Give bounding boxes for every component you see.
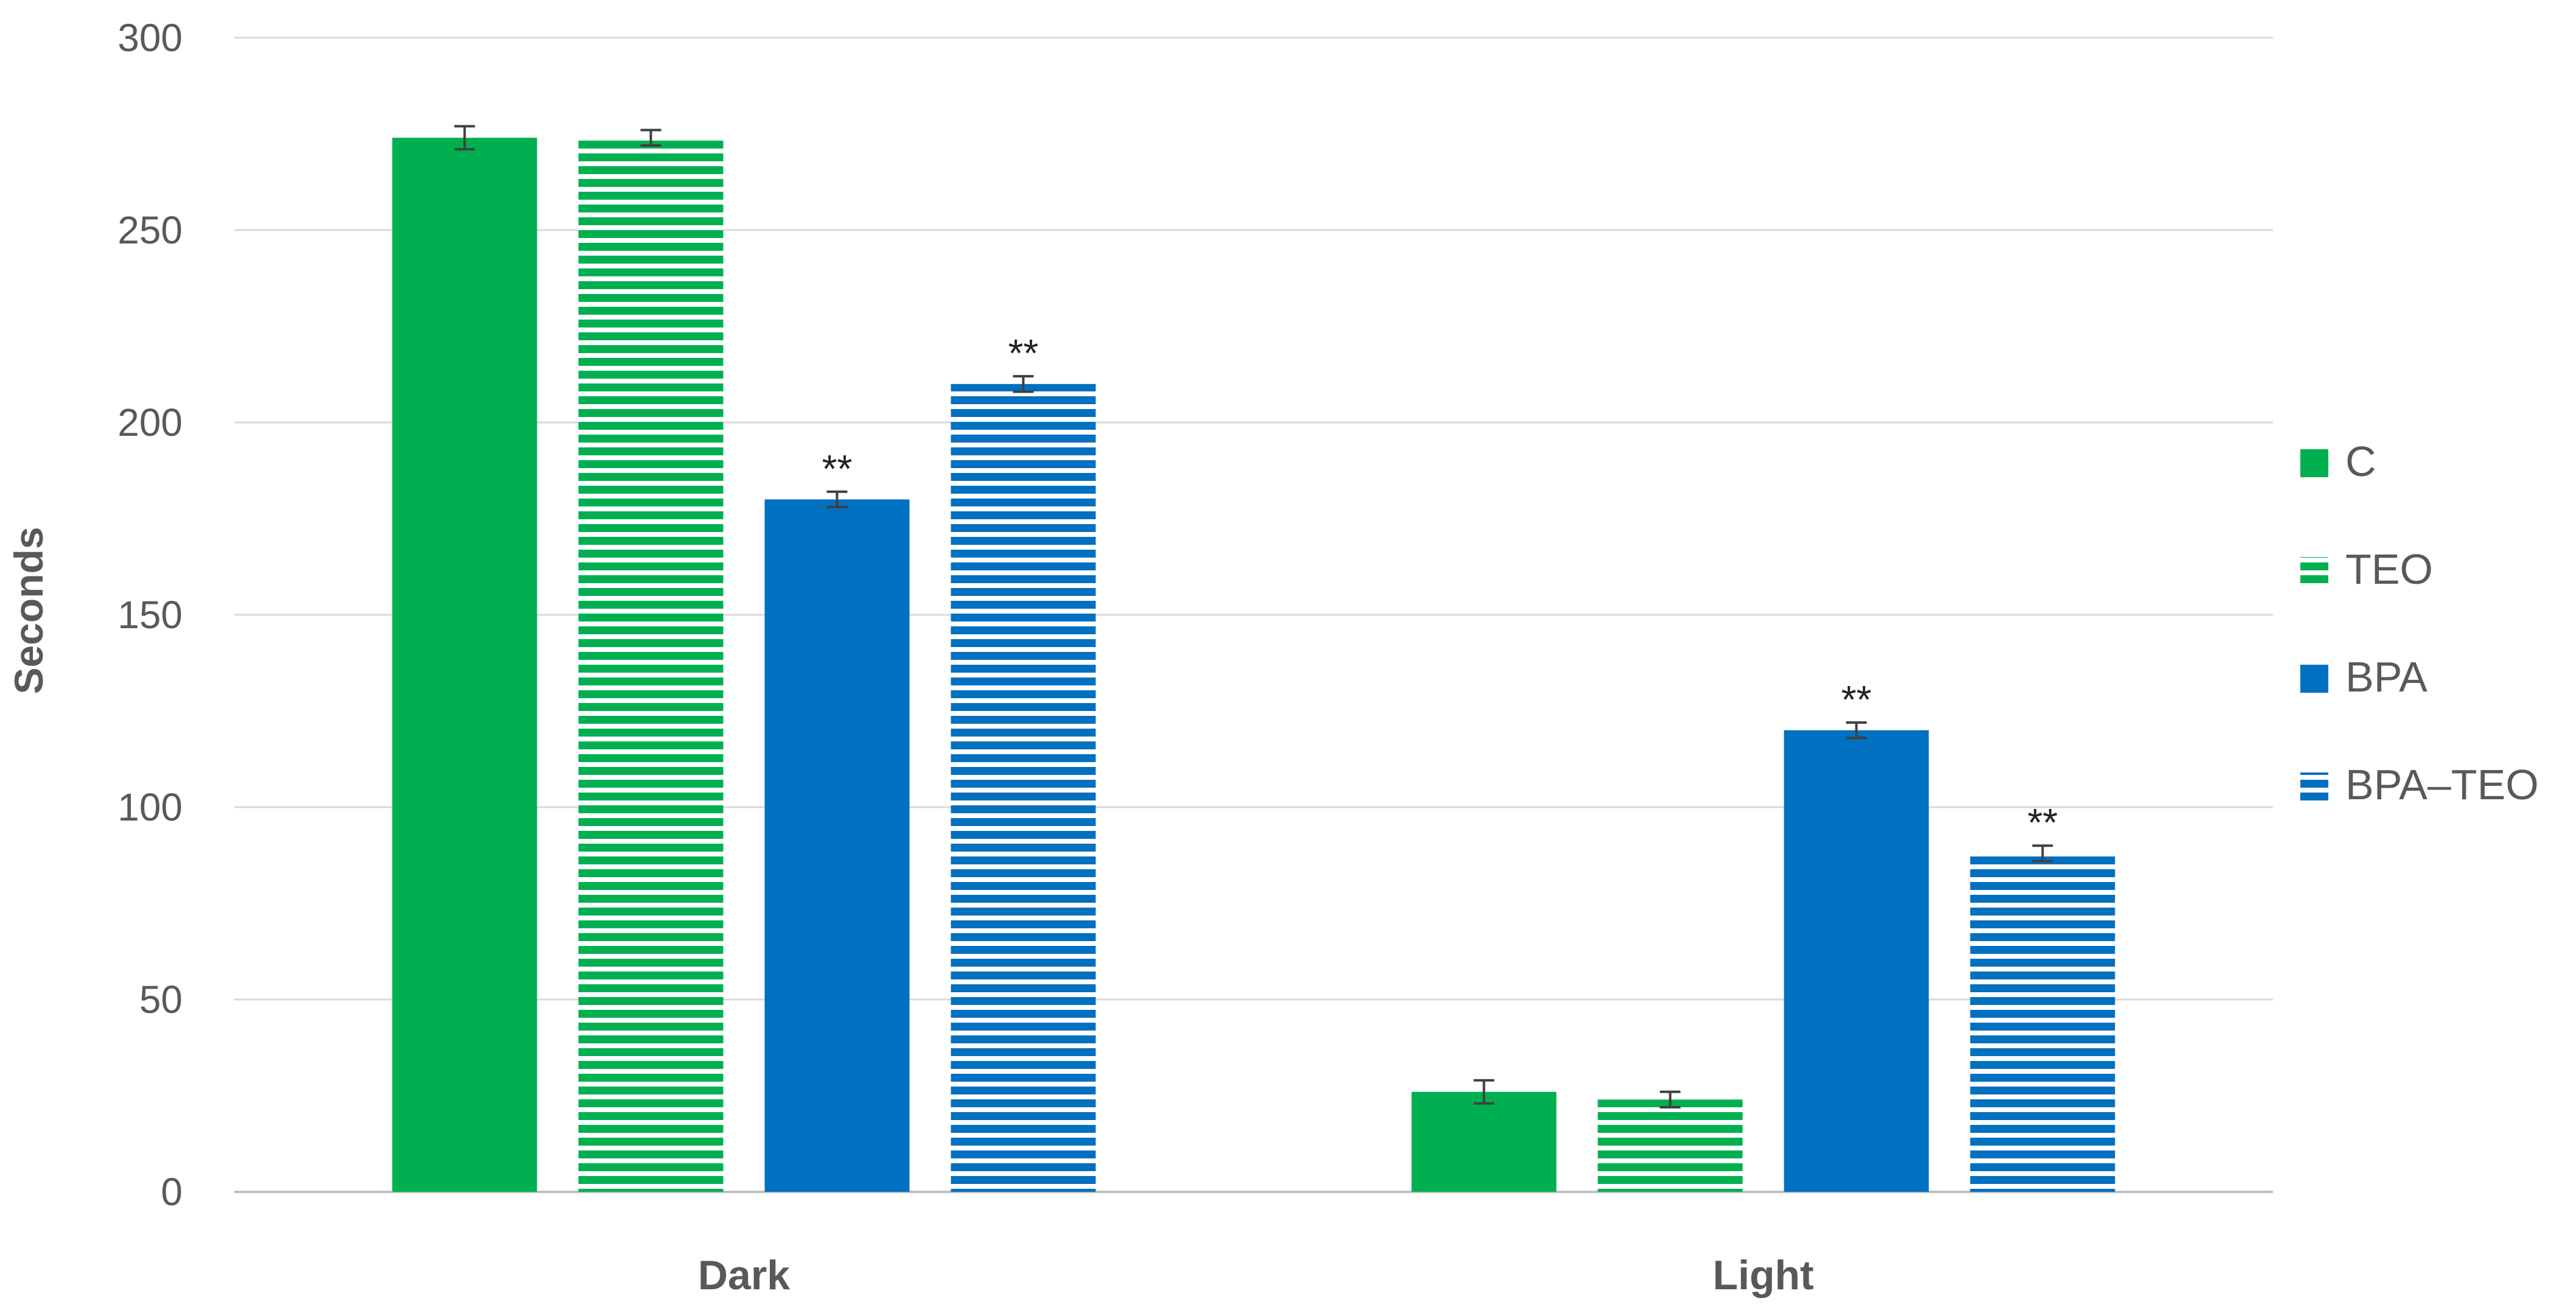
y-tick-label: 0 bbox=[161, 1170, 183, 1214]
y-axis-ticks: 0 50 100 150 200 250 300 bbox=[117, 16, 183, 1214]
bar-c-dark bbox=[392, 138, 537, 1192]
legend-label: BPA bbox=[2345, 653, 2428, 701]
y-tick-label: 50 bbox=[139, 978, 183, 1021]
legend-label: BPA–TEO bbox=[2345, 761, 2539, 808]
bar-bpa-dark bbox=[764, 499, 910, 1192]
bar-teo-light bbox=[1597, 1099, 1743, 1192]
bars: ** ** ** ** bbox=[392, 125, 2115, 1192]
bar-bpa-teo-dark bbox=[951, 383, 1096, 1192]
bar-bpa-teo-light bbox=[1970, 853, 2115, 1192]
error-bar bbox=[1013, 375, 1034, 393]
significance-marker: ** bbox=[822, 447, 853, 491]
x-category-label: Dark bbox=[698, 1252, 790, 1298]
bar-c-light bbox=[1411, 1091, 1557, 1192]
y-axis-title: Seconds bbox=[6, 527, 51, 694]
significance-marker: ** bbox=[1841, 678, 1872, 721]
legend-swatch bbox=[2300, 557, 2328, 585]
y-tick-label: 300 bbox=[117, 16, 183, 60]
legend: C TEO BPA BPA–TEO bbox=[2300, 438, 2539, 808]
legend-item: C bbox=[2300, 438, 2376, 485]
legend-item: BPA bbox=[2300, 653, 2428, 701]
bar-teo-dark bbox=[578, 138, 724, 1192]
legend-swatch bbox=[2300, 665, 2328, 693]
legend-item: TEO bbox=[2300, 545, 2433, 593]
y-tick-label: 150 bbox=[117, 593, 183, 637]
error-bar bbox=[826, 490, 848, 509]
error-bar bbox=[2032, 844, 2053, 863]
significance-marker: ** bbox=[1008, 331, 1039, 375]
significance-marker: ** bbox=[2028, 800, 2058, 844]
x-axis-categories: Dark Light bbox=[698, 1252, 1814, 1298]
error-bar bbox=[1473, 1079, 1495, 1105]
error-bar bbox=[640, 128, 661, 147]
legend-swatch bbox=[2300, 772, 2328, 800]
legend-label: TEO bbox=[2345, 545, 2433, 593]
y-tick-label: 100 bbox=[117, 785, 183, 829]
legend-label: C bbox=[2345, 438, 2376, 485]
gridlines bbox=[234, 37, 2273, 1193]
bar-bpa-light bbox=[1784, 730, 1929, 1192]
error-bar bbox=[1660, 1090, 1681, 1108]
legend-swatch bbox=[2300, 449, 2328, 477]
y-tick-label: 200 bbox=[117, 401, 183, 444]
error-bar bbox=[454, 125, 475, 151]
error-bar bbox=[1846, 721, 1867, 740]
x-category-label: Light bbox=[1712, 1252, 1813, 1298]
legend-item: BPA–TEO bbox=[2300, 761, 2539, 808]
y-tick-label: 250 bbox=[117, 208, 183, 252]
